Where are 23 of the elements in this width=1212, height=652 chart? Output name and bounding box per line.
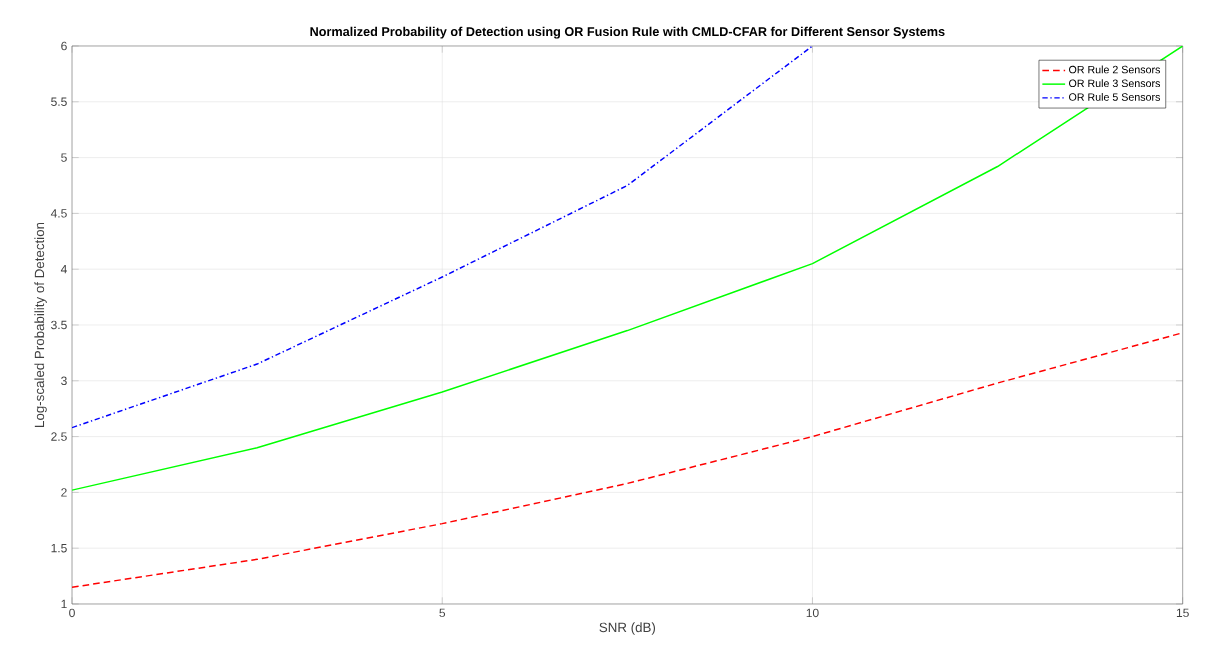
legend-label: OR Rule 5 Sensors — [1069, 92, 1161, 101]
legend-label: OR Rule 3 Sensors — [1069, 79, 1161, 88]
y-axis-title: Log-scaled Probability of Detection — [34, 222, 47, 427]
line-series — [72, 45, 1183, 491]
x-tick-label: 10 — [806, 608, 819, 618]
y-tick-label: 5.5 — [51, 97, 67, 106]
x-tick-label: 15 — [1176, 608, 1189, 618]
y-tick-label: 1.5 — [51, 543, 67, 553]
y-tick-label: 6 — [61, 41, 67, 51]
y-tick-label: 2.5 — [51, 432, 67, 441]
x-axis-title: SNR (dB) — [599, 622, 656, 635]
chart-title: Normalized Probability of Detection using OR Fusion Rule with CMLD-CFAR for Different Sensor Systems — [310, 26, 945, 39]
y-tick-label: 1 — [61, 599, 67, 609]
y-tick-label: 4.5 — [50, 209, 67, 218]
line-series — [72, 45, 814, 429]
x-tick-label: 5 — [439, 608, 446, 618]
y-tick-label: 5 — [61, 153, 67, 162]
x-tick-label: 0 — [69, 608, 75, 618]
y-tick-label: 3 — [61, 376, 67, 386]
y-tick-label: 2 — [61, 488, 67, 497]
legend-label: OR Rule 2 Sensors — [1069, 65, 1161, 74]
y-tick-label: 4 — [60, 265, 67, 274]
y-tick-label: 3.5 — [51, 320, 67, 330]
